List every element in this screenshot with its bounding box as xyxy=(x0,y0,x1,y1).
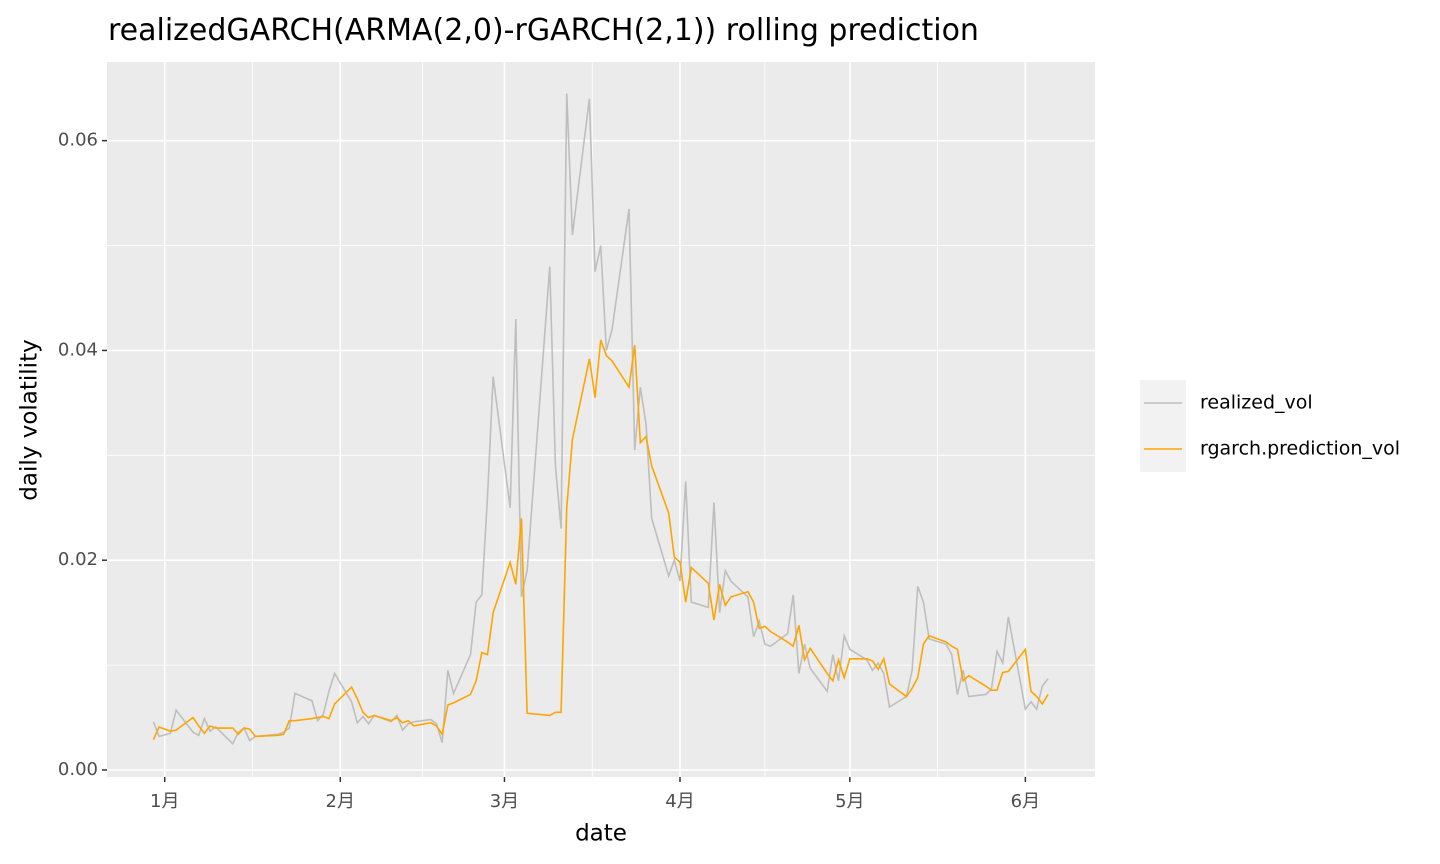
y-tick-label: 0.04 xyxy=(58,339,98,360)
legend-label: rgarch.prediction_vol xyxy=(1200,438,1400,460)
chart-title: realizedGARCH(ARMA(2,0)-rGARCH(2,1)) rol… xyxy=(108,13,979,48)
series-line xyxy=(152,339,1049,740)
y-tick-label: 0.02 xyxy=(58,549,98,570)
x-axis-title: date xyxy=(575,821,627,847)
x-tick-label: 1月 xyxy=(150,791,179,812)
series-line xyxy=(152,93,1049,746)
legend-key-bg xyxy=(1140,380,1186,472)
y-tick-label: 0.00 xyxy=(58,759,98,780)
x-tick-label: 6月 xyxy=(1011,791,1040,812)
x-tick-label: 5月 xyxy=(835,791,864,812)
plot-panel xyxy=(107,62,1095,777)
y-tick-label: 0.06 xyxy=(58,130,98,151)
x-tick-label: 4月 xyxy=(665,791,694,812)
y-axis-title: daily volatility xyxy=(17,339,43,500)
x-tick-label: 2月 xyxy=(326,791,355,812)
x-tick-label: 3月 xyxy=(490,791,519,812)
legend-label: realized_vol xyxy=(1200,392,1313,414)
